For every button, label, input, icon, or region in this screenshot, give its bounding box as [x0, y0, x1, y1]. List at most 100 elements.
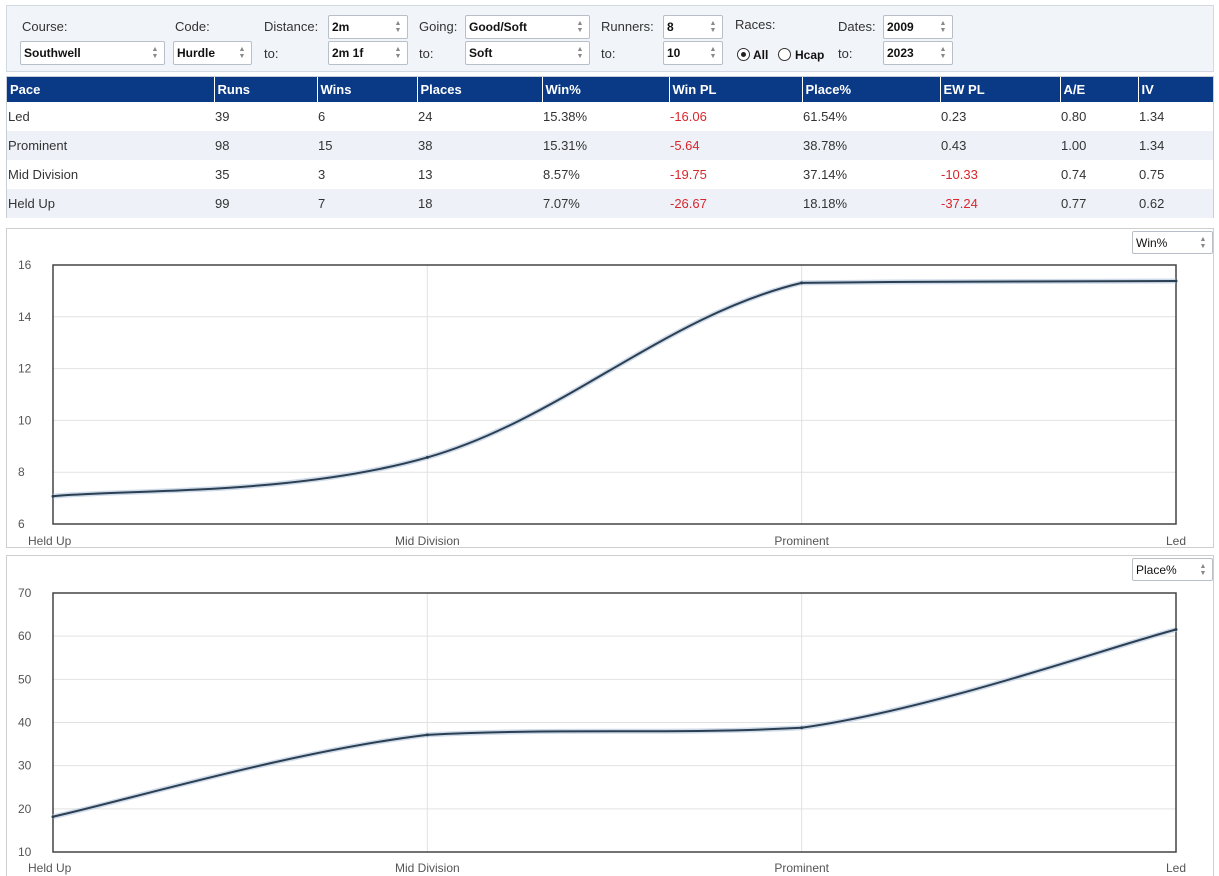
- table-cell: 35: [215, 167, 230, 182]
- table-cell: -37.24: [940, 189, 1060, 218]
- table-cell: 61.54%: [803, 109, 848, 124]
- updown-arrows-icon: ▲ ▼: [394, 20, 402, 34]
- table-cell: 15.38%: [543, 109, 588, 124]
- table-cell: 0.80: [1061, 109, 1087, 124]
- dates-to-value: 2023: [887, 46, 914, 60]
- updown-arrows-icon: ▲ ▼: [709, 20, 717, 34]
- runners-to-label: to:: [601, 46, 616, 61]
- course-label: Course:: [22, 19, 68, 34]
- table-cell: 0.74: [1061, 167, 1087, 182]
- updown-arrows-icon: ▲ ▼: [1199, 563, 1207, 577]
- table-cell: 3: [318, 167, 326, 182]
- column-header[interactable]: Pace: [7, 77, 215, 102]
- table-cell: -16.06: [670, 109, 707, 124]
- table-cell: 39: [215, 109, 230, 124]
- going-from-value: Good/Soft: [469, 20, 527, 34]
- table-cell: 24: [418, 109, 433, 124]
- course-select[interactable]: Southwell ▲ ▼: [20, 41, 165, 65]
- table-cell: 7: [317, 189, 417, 218]
- course-value: Southwell: [24, 46, 81, 60]
- updown-arrows-icon: ▲ ▼: [151, 46, 159, 60]
- distance-to-label: to:: [264, 46, 279, 61]
- column-header[interactable]: Wins: [317, 77, 418, 102]
- chart-metric-select[interactable]: Win% ▲ ▼: [1132, 231, 1213, 254]
- table-row: Prominent 98 15 38 15.31% -5.64 38.78% 0…: [7, 131, 1213, 160]
- table-cell: 38: [417, 131, 542, 160]
- column-header[interactable]: EW PL: [940, 77, 1061, 102]
- pace-stats-table: Pace Runs Wins Places Win% Win PL Place%…: [6, 76, 1214, 218]
- table-cell: 18.18%: [802, 189, 940, 218]
- table-cell: 0.75: [1139, 167, 1165, 182]
- races-hcap-radio[interactable]: [778, 48, 791, 61]
- table-cell: 7.07%: [542, 189, 669, 218]
- going-from-select[interactable]: Good/Soft ▲ ▼: [465, 15, 590, 39]
- table-cell: -26.67: [669, 189, 802, 218]
- runners-label: Runners:: [601, 19, 654, 34]
- column-header[interactable]: Runs: [214, 77, 318, 102]
- table-row: Mid Division 35 3 13 8.57% -19.75 37.14%…: [7, 160, 1213, 189]
- column-header[interactable]: A/E: [1060, 77, 1139, 102]
- runners-from-select[interactable]: 8 ▲ ▼: [663, 15, 723, 39]
- code-label: Code:: [175, 19, 210, 34]
- table-row: Led 39 6 24 15.38% -16.06 61.54% 0.23 0.…: [7, 102, 1213, 131]
- table-cell: 15: [317, 131, 417, 160]
- table-cell: -10.33: [941, 167, 978, 182]
- going-label: Going:: [419, 19, 458, 34]
- updown-arrows-icon: ▲ ▼: [394, 46, 402, 60]
- dates-to-select[interactable]: 2023 ▲ ▼: [883, 41, 953, 65]
- table-cell: Prominent: [7, 131, 214, 160]
- table-cell: 1.34: [1138, 131, 1213, 160]
- table-header-row: Pace Runs Wins Places Win% Win PL Place%…: [7, 77, 1213, 102]
- place-pct-chart-panel: Place% ▲ ▼: [6, 555, 1214, 876]
- going-to-select[interactable]: Soft ▲ ▼: [465, 41, 590, 65]
- races-hcap-label[interactable]: Hcap: [795, 48, 825, 62]
- runners-to-value: 10: [667, 46, 681, 60]
- table-cell: 18: [417, 189, 542, 218]
- updown-arrows-icon: ▲ ▼: [576, 46, 584, 60]
- distance-to-value: 2m 1f: [332, 46, 364, 60]
- races-label: Races:: [735, 17, 776, 32]
- table-cell: 0.23: [941, 109, 967, 124]
- table-cell: 15.31%: [542, 131, 669, 160]
- column-header[interactable]: Place%: [802, 77, 941, 102]
- win-pct-chart-panel: Win% ▲ ▼: [6, 228, 1214, 548]
- updown-arrows-icon: ▲ ▼: [576, 20, 584, 34]
- code-select[interactable]: Hurdle ▲ ▼: [173, 41, 252, 65]
- dates-label: Dates:: [838, 19, 876, 34]
- runners-to-select[interactable]: 10 ▲ ▼: [663, 41, 723, 65]
- updown-arrows-icon: ▲ ▼: [939, 46, 947, 60]
- distance-from-select[interactable]: 2m ▲ ▼: [328, 15, 408, 39]
- distance-label: Distance:: [264, 19, 319, 34]
- dates-to-label: to:: [838, 46, 853, 61]
- races-all-label[interactable]: All: [753, 48, 769, 62]
- table-cell: Mid Division: [8, 167, 79, 182]
- table-cell: Led: [8, 109, 30, 124]
- distance-from-value: 2m: [332, 20, 350, 34]
- table-cell: -19.75: [670, 167, 707, 182]
- updown-arrows-icon: ▲ ▼: [939, 20, 947, 34]
- table-cell: 98: [214, 131, 317, 160]
- races-all-radio[interactable]: [737, 48, 750, 61]
- table-cell: Held Up: [7, 189, 214, 218]
- table-cell: -5.64: [669, 131, 802, 160]
- column-header[interactable]: Win%: [542, 77, 670, 102]
- distance-to-select[interactable]: 2m 1f ▲ ▼: [328, 41, 408, 65]
- going-to-value: Soft: [469, 46, 493, 60]
- table-cell: 1.34: [1139, 109, 1165, 124]
- table-cell: 38.78%: [802, 131, 940, 160]
- column-header[interactable]: Places: [417, 77, 543, 102]
- updown-arrows-icon: ▲ ▼: [238, 46, 246, 60]
- table-cell: 0.77: [1060, 189, 1138, 218]
- updown-arrows-icon: ▲ ▼: [1199, 236, 1207, 250]
- chart-metric-select[interactable]: Place% ▲ ▼: [1132, 558, 1213, 581]
- table-cell: 0.62: [1138, 189, 1213, 218]
- table-row: Held Up 99 7 18 7.07% -26.67 18.18% -37.…: [7, 189, 1213, 218]
- table-cell: 1.00: [1060, 131, 1138, 160]
- column-header[interactable]: Win PL: [669, 77, 803, 102]
- updown-arrows-icon: ▲ ▼: [709, 46, 717, 60]
- going-to-label: to:: [419, 46, 434, 61]
- column-header[interactable]: IV: [1138, 77, 1213, 102]
- table-cell: 37.14%: [803, 167, 848, 182]
- dates-from-select[interactable]: 2009 ▲ ▼: [883, 15, 953, 39]
- chart-metric-value: Win%: [1136, 236, 1168, 250]
